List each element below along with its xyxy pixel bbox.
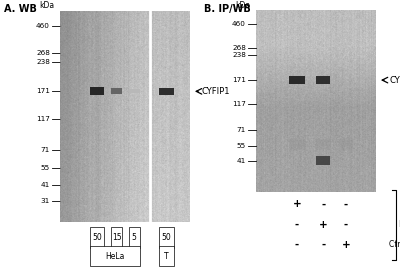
Bar bbox=[160, 227, 174, 247]
Text: 5: 5 bbox=[132, 233, 136, 242]
Bar bbox=[128, 89, 140, 93]
Bar bbox=[316, 76, 330, 84]
Text: CYFIP1: CYFIP1 bbox=[202, 87, 230, 96]
Text: 268: 268 bbox=[232, 44, 246, 51]
Text: HeLa: HeLa bbox=[105, 252, 124, 261]
Text: 117: 117 bbox=[36, 116, 50, 122]
Text: 268: 268 bbox=[36, 50, 50, 56]
Bar bbox=[90, 246, 140, 266]
Text: 50: 50 bbox=[162, 233, 172, 242]
Text: -: - bbox=[295, 240, 299, 250]
Bar bbox=[111, 89, 122, 94]
Text: 31: 31 bbox=[41, 198, 50, 204]
Text: 238: 238 bbox=[232, 52, 246, 58]
Text: 460: 460 bbox=[232, 21, 246, 27]
Bar bbox=[289, 76, 305, 84]
Text: 171: 171 bbox=[232, 77, 246, 83]
Text: 41: 41 bbox=[237, 158, 246, 164]
Text: 238: 238 bbox=[36, 59, 50, 65]
Text: IP: IP bbox=[398, 220, 400, 229]
Text: 15: 15 bbox=[112, 233, 121, 242]
Text: 55: 55 bbox=[41, 165, 50, 171]
Text: 171: 171 bbox=[36, 88, 50, 94]
Bar bbox=[160, 88, 174, 95]
Bar bbox=[90, 227, 104, 247]
Bar bbox=[160, 246, 174, 266]
Text: 460: 460 bbox=[36, 23, 50, 29]
Text: 55: 55 bbox=[237, 143, 246, 149]
Text: 41: 41 bbox=[41, 182, 50, 188]
Text: 71: 71 bbox=[41, 147, 50, 153]
Text: +: + bbox=[292, 199, 301, 210]
Bar bbox=[111, 227, 122, 247]
Text: 117: 117 bbox=[232, 101, 246, 107]
Text: -: - bbox=[295, 220, 299, 230]
Text: Ctrl IgG: Ctrl IgG bbox=[389, 240, 400, 249]
Text: +: + bbox=[319, 220, 328, 230]
Text: B. IP/WB: B. IP/WB bbox=[204, 4, 251, 14]
Text: A. WB: A. WB bbox=[4, 4, 37, 14]
Text: 71: 71 bbox=[237, 128, 246, 133]
Bar bbox=[128, 227, 140, 247]
Bar bbox=[90, 87, 104, 95]
Text: -: - bbox=[344, 220, 348, 230]
Text: CYFIP1: CYFIP1 bbox=[389, 76, 400, 84]
Text: T: T bbox=[164, 252, 169, 261]
Text: -: - bbox=[321, 240, 325, 250]
Text: -: - bbox=[344, 199, 348, 210]
Text: +: + bbox=[342, 240, 350, 250]
Bar bbox=[316, 156, 330, 165]
Text: 50: 50 bbox=[92, 233, 102, 242]
Text: kDa: kDa bbox=[235, 1, 250, 10]
Text: kDa: kDa bbox=[39, 1, 54, 10]
Text: -: - bbox=[321, 199, 325, 210]
